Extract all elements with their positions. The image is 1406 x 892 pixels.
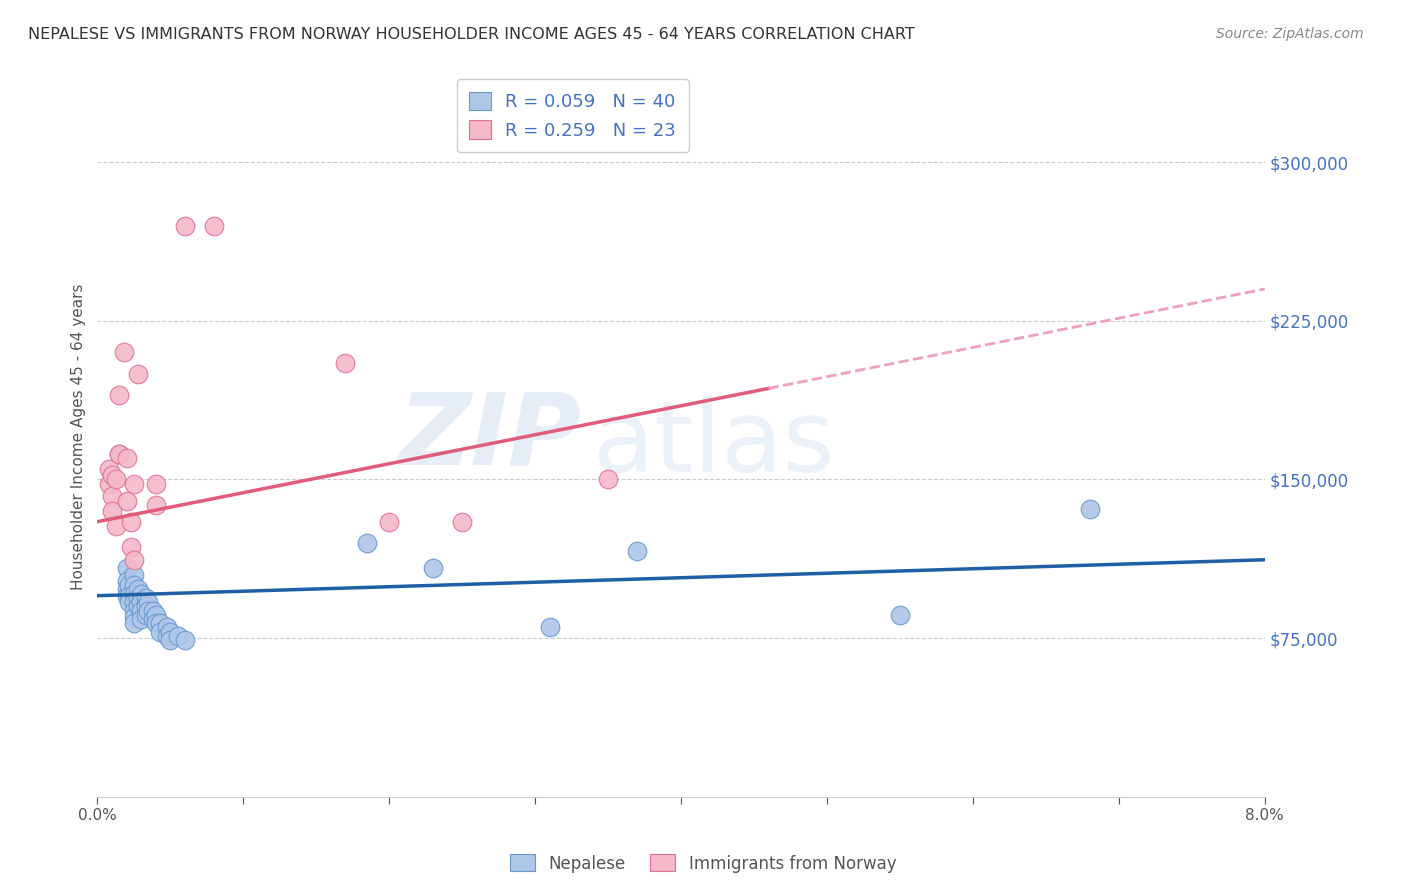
Point [101,489,124,503]
Point [122,603,145,617]
Point [129,603,152,617]
Point [145,498,167,512]
Point [101,504,124,518]
Point [127,582,149,597]
Point [159,633,181,648]
Point [115,493,138,508]
Point [145,607,167,622]
Y-axis label: Householder Income Ages 45 - 64 years: Householder Income Ages 45 - 64 years [72,284,86,591]
Point [174,633,197,648]
Point [105,472,128,486]
Point [120,515,142,529]
Point [889,607,911,622]
Point [1078,502,1101,516]
Point [138,603,160,617]
Point [115,589,138,603]
Point [129,586,152,600]
Point [105,519,128,533]
Point [149,616,172,631]
Point [122,567,145,582]
Point [115,561,138,575]
Point [174,219,197,233]
Point [122,616,145,631]
Point [122,595,145,609]
Point [335,356,357,370]
Point [98,462,121,476]
Point [145,616,167,631]
Point [127,599,149,614]
Point [138,595,160,609]
Point [122,553,145,567]
Point [122,578,145,592]
Point [108,447,131,461]
Point [118,595,141,609]
Point [142,603,165,617]
Point [422,561,444,575]
Text: Source: ZipAtlas.com: Source: ZipAtlas.com [1216,27,1364,41]
Point [156,629,179,643]
Point [156,620,179,634]
Point [127,367,149,381]
Point [129,595,152,609]
Point [145,476,167,491]
Point [122,586,145,600]
Point [596,472,619,486]
Point [159,624,181,639]
Point [202,219,225,233]
Point [166,629,188,643]
Point [108,388,131,402]
Point [538,620,561,634]
Point [134,607,156,622]
Point [120,540,142,554]
Point [118,578,141,592]
Text: NEPALESE VS IMMIGRANTS FROM NORWAY HOUSEHOLDER INCOME AGES 45 - 64 YEARS CORRELA: NEPALESE VS IMMIGRANTS FROM NORWAY HOUSE… [28,27,915,42]
Point [356,536,378,550]
Point [115,574,138,588]
Point [118,589,141,603]
Point [115,451,138,466]
Text: ZIP: ZIP [399,389,582,485]
Legend: R = 0.059   N = 40, R = 0.259   N = 23: R = 0.059 N = 40, R = 0.259 N = 23 [457,79,689,153]
Point [142,612,165,626]
Point [127,591,149,605]
Point [101,468,124,483]
Text: atlas: atlas [593,396,835,492]
Point [149,624,172,639]
Point [378,515,401,529]
Point [134,599,156,614]
Point [626,544,648,558]
Point [122,610,145,624]
Point [98,476,121,491]
Point [122,476,145,491]
Point [451,515,474,529]
Point [134,591,156,605]
Legend: Nepalese, Immigrants from Norway: Nepalese, Immigrants from Norway [503,847,903,880]
Point [129,612,152,626]
Point [115,582,138,597]
Point [108,447,131,461]
Point [112,345,135,359]
